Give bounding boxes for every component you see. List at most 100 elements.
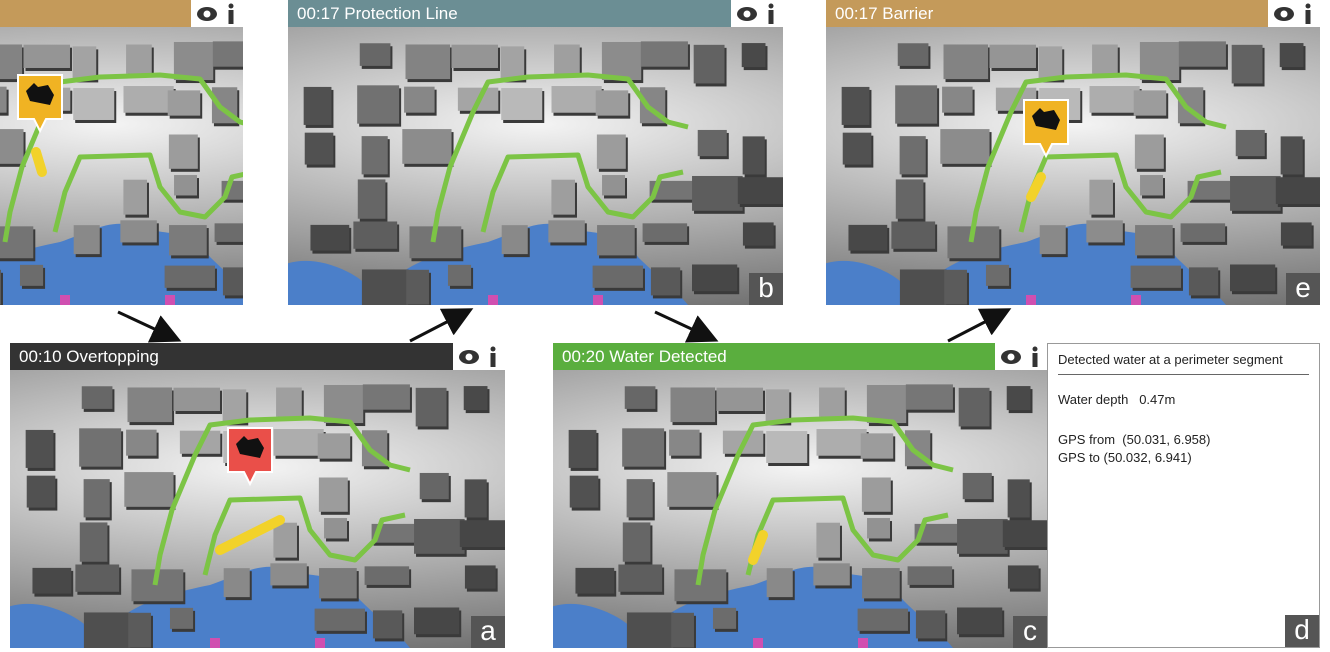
- building: [83, 479, 110, 518]
- building: [79, 428, 122, 467]
- building: [622, 428, 665, 467]
- icons-svg: [459, 346, 496, 367]
- panel-header: 00:20 Water Detected: [553, 343, 1047, 370]
- building: [304, 132, 334, 165]
- building: [270, 563, 307, 586]
- map-scene: [0, 27, 243, 305]
- panel-b: 00:17 Protection Line b: [288, 0, 783, 305]
- building: [649, 180, 699, 200]
- building: [891, 221, 936, 249]
- building: [23, 44, 70, 68]
- building: [691, 264, 738, 292]
- building: [372, 610, 403, 639]
- panel-c: 00:20 Water Detected c: [553, 343, 1047, 648]
- building: [464, 479, 487, 518]
- map-scene: [826, 27, 1320, 305]
- building: [816, 429, 867, 456]
- building: [318, 477, 348, 512]
- water: [826, 223, 1226, 305]
- info-dot: [490, 346, 496, 352]
- building: [899, 136, 926, 175]
- building: [1231, 44, 1263, 84]
- building: [500, 46, 525, 80]
- building: [123, 179, 147, 215]
- building: [406, 269, 429, 305]
- building: [402, 129, 452, 164]
- building: [447, 264, 472, 286]
- building: [742, 136, 765, 175]
- building: [618, 564, 663, 592]
- building: [75, 564, 120, 592]
- building: [501, 88, 543, 120]
- panel-e: 00:17 Barrier e: [826, 0, 1320, 305]
- building: [670, 387, 716, 423]
- panel-header: 00:10 Overtopping: [10, 343, 505, 370]
- building: [81, 386, 113, 409]
- building: [940, 129, 990, 164]
- building: [985, 264, 1010, 286]
- building: [359, 43, 391, 66]
- building: [741, 43, 766, 68]
- water: [553, 566, 953, 648]
- building: [667, 472, 717, 507]
- arrow: [947, 308, 1012, 343]
- building: [1178, 41, 1226, 67]
- marker-tag: [60, 295, 70, 305]
- eye-pupil: [203, 10, 211, 18]
- building: [1180, 223, 1226, 242]
- building: [371, 523, 421, 543]
- building: [1280, 136, 1303, 175]
- building: [742, 222, 774, 246]
- protection-line: [968, 72, 1227, 243]
- building: [173, 41, 214, 81]
- building: [1134, 134, 1164, 169]
- building: [357, 85, 400, 124]
- header-icons: [453, 343, 505, 370]
- building: [813, 563, 850, 586]
- marker-tag: [753, 638, 763, 648]
- scene-group: [826, 27, 1320, 305]
- scene-group: [0, 27, 243, 305]
- building: [958, 387, 990, 427]
- building: [737, 177, 783, 205]
- building: [1135, 225, 1173, 256]
- panel-letter: a: [471, 616, 505, 648]
- building: [1007, 565, 1039, 589]
- marker-tag: [165, 295, 175, 305]
- building: [848, 224, 888, 251]
- eye-pupil: [743, 10, 751, 18]
- building: [168, 134, 198, 169]
- building: [669, 429, 700, 456]
- building: [592, 265, 643, 288]
- building: [1280, 222, 1312, 246]
- marker-tag: [488, 295, 498, 305]
- building: [861, 477, 891, 512]
- building: [899, 269, 947, 305]
- building: [1039, 225, 1066, 255]
- protection-line: [2, 72, 243, 243]
- building: [362, 384, 410, 410]
- protection-line: [745, 495, 949, 576]
- building: [123, 86, 174, 113]
- building: [597, 225, 635, 256]
- building: [404, 86, 435, 113]
- building: [317, 433, 351, 459]
- building: [303, 86, 332, 125]
- building: [640, 41, 688, 67]
- building: [164, 265, 215, 288]
- panel-letter: e: [1286, 273, 1320, 305]
- building: [451, 44, 498, 68]
- marker-tag: [315, 638, 325, 648]
- building: [79, 522, 108, 562]
- building: [120, 220, 157, 243]
- building: [860, 433, 894, 459]
- info-dot: [1305, 3, 1311, 9]
- building: [857, 608, 908, 631]
- marker-icon: [1032, 108, 1060, 130]
- marker-icon: [236, 436, 264, 458]
- marker-icon: [26, 83, 54, 105]
- building: [310, 224, 350, 251]
- building: [819, 387, 845, 417]
